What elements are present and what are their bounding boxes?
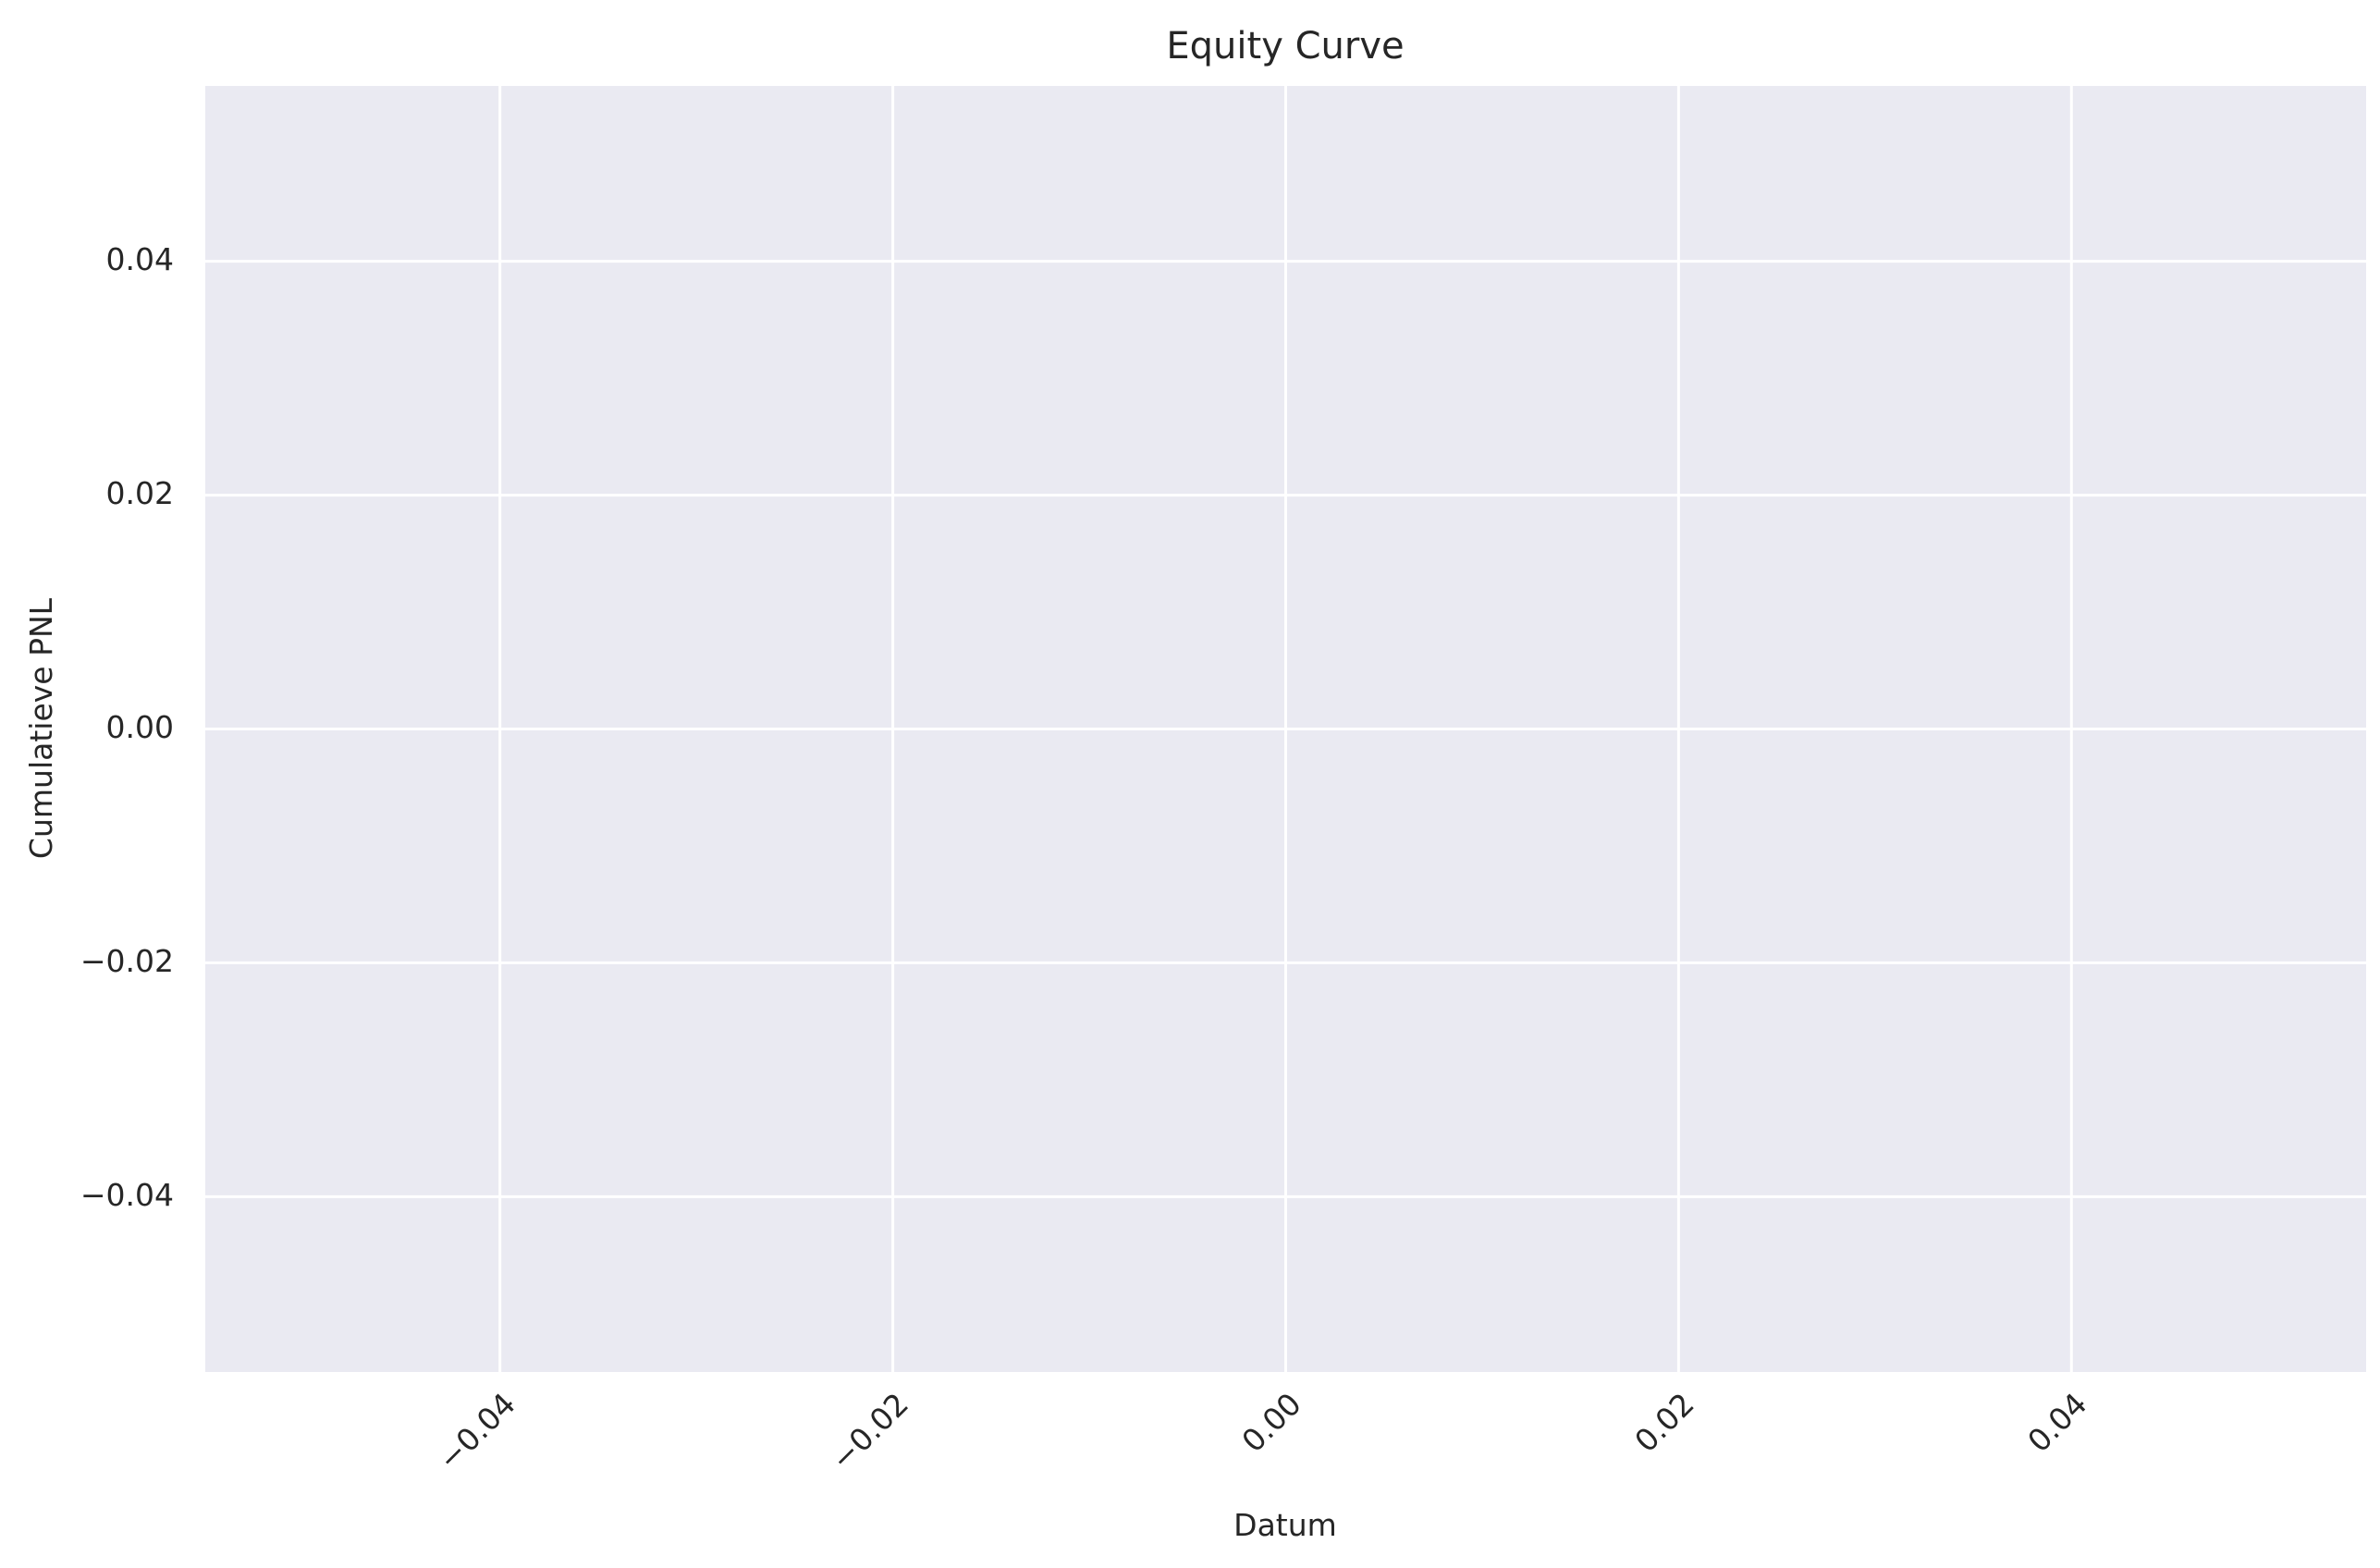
y-axis-label: Cumulatieve PNL [23,597,59,859]
y-tick-label: −0.02 [80,943,174,979]
grid-lines [205,86,2366,1372]
y-tick-label: 0.04 [106,241,174,277]
y-tick-label: 0.00 [106,709,174,745]
y-tick-label: −0.04 [80,1177,174,1213]
x-axis-label: Datum [1233,1507,1337,1543]
chart-title: Equity Curve [1166,25,1404,67]
y-tick-label: 0.02 [106,475,174,511]
